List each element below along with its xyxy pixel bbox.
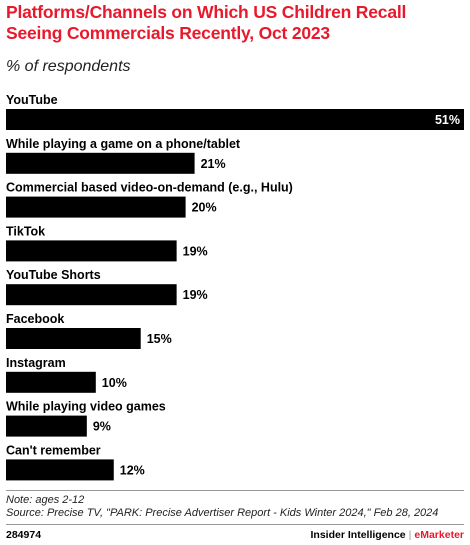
bar — [6, 415, 87, 437]
bar — [6, 459, 114, 481]
value-label: 21% — [201, 157, 226, 171]
bar — [6, 240, 177, 262]
category-label: Can't remember — [6, 443, 101, 457]
bar — [6, 371, 96, 393]
category-label: TikTok — [6, 224, 45, 238]
brand-emarketer: eMarketer — [414, 529, 464, 541]
chart-title: Platforms/Channels on Which US Children … — [6, 2, 407, 43]
brand-separator: | — [408, 529, 412, 541]
value-label: 9% — [93, 420, 111, 434]
bar — [6, 109, 464, 130]
category-label: While playing video games — [6, 400, 166, 414]
category-label: Facebook — [6, 312, 64, 326]
footer-divider-bottom — [6, 524, 464, 525]
footer-source: Source: Precise TV, "PARK: Precise Adver… — [6, 507, 439, 519]
footer-note: Note: ages 2-12 — [6, 494, 85, 506]
value-label: 10% — [102, 376, 127, 390]
value-label: 15% — [147, 332, 172, 346]
brand-insider-intelligence: Insider Intelligence — [310, 529, 406, 541]
chart-subtitle: % of respondents — [6, 58, 131, 75]
bar — [6, 284, 177, 306]
value-label: 20% — [192, 201, 217, 215]
chart-id: 284974 — [6, 529, 42, 541]
category-label: YouTube — [6, 93, 58, 107]
value-label: 19% — [183, 244, 208, 258]
value-label: 51% — [435, 113, 460, 127]
bar — [6, 196, 186, 218]
value-label: 19% — [183, 288, 208, 302]
bar — [6, 328, 141, 349]
brand-credit: Insider Intelligence | eMarketer — [311, 529, 464, 541]
category-label: YouTube Shorts — [6, 268, 101, 282]
bar-chart: YouTube 51% While playing a game on a phon… — [6, 93, 464, 481]
category-label: Instagram — [6, 356, 66, 370]
bar — [6, 152, 195, 174]
category-label: Commercial based video-on-demand (e.g., … — [6, 181, 293, 195]
category-label: While playing a game on a phone/tablet — [6, 137, 241, 151]
footer-divider — [6, 490, 464, 491]
value-label: 12% — [120, 463, 145, 477]
